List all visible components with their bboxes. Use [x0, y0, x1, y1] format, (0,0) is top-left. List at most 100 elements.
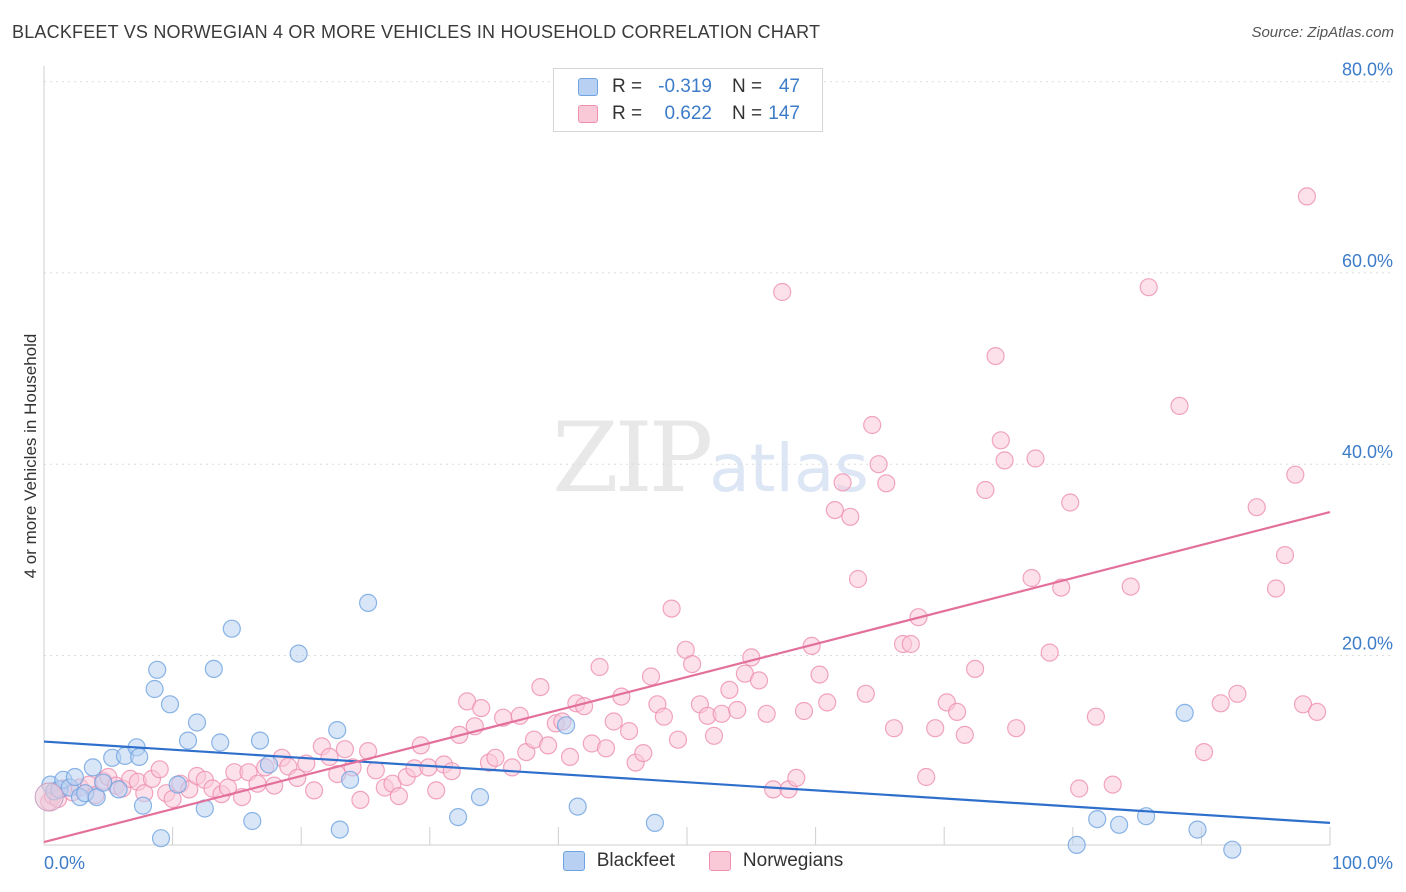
point-norwegians: [1307, 702, 1327, 722]
point-norwegians: [1211, 694, 1230, 713]
point-norwegians: [320, 747, 339, 767]
point-norwegians: [538, 736, 558, 755]
point-blackfeet: [449, 807, 468, 827]
legend-r-value: -0.319: [658, 76, 712, 97]
point-norwegians: [442, 762, 461, 781]
point-norwegians: [1052, 578, 1071, 597]
point-norwegians: [757, 704, 776, 723]
point-norwegians: [825, 501, 845, 520]
point-norwegians: [917, 767, 936, 787]
point-norwegians: [926, 719, 945, 738]
point-norwegians: [419, 758, 438, 777]
point-blackfeet: [168, 775, 187, 794]
point-blackfeet: [187, 713, 207, 732]
point-blackfeet: [109, 780, 128, 799]
point-norwegians: [965, 659, 985, 679]
point-blackfeet: [328, 720, 347, 740]
point-norwegians: [1139, 278, 1158, 297]
point-norwegians: [662, 599, 681, 618]
point-norwegians: [531, 677, 550, 697]
point-norwegians: [668, 730, 688, 749]
point-norwegians: [560, 747, 580, 767]
legend-n-value: 147: [768, 103, 800, 124]
point-blackfeet: [330, 820, 349, 839]
point-blackfeet: [65, 767, 85, 787]
point-blackfeet: [160, 695, 180, 714]
point-blackfeet: [470, 787, 490, 807]
watermark-zip: ZIP: [552, 402, 713, 514]
point-norwegians: [1194, 742, 1214, 762]
point-norwegians: [641, 667, 661, 686]
point-norwegians: [1266, 579, 1286, 598]
point-norwegians: [787, 768, 806, 788]
trend-lines: [43, 510, 1331, 844]
point-norwegians: [351, 790, 370, 810]
point-blackfeet: [148, 660, 167, 679]
tick-labels: 20.0% 40.0% 60.0% 80.0% 0.0% 100.0%: [44, 60, 1393, 873]
y-tick-label: 80.0%: [1342, 60, 1393, 80]
point-norwegians: [1293, 695, 1313, 714]
point-blackfeet: [250, 731, 270, 750]
point-blackfeet: [130, 747, 149, 767]
point-norwegians: [1022, 568, 1041, 588]
legend-swatch-blackfeet: [578, 78, 598, 96]
point-blackfeet: [204, 659, 223, 679]
point-blackfeet: [145, 679, 164, 699]
point-norwegians: [841, 507, 860, 526]
legend-item-blackfeet: Blackfeet: [562, 850, 675, 872]
point-norwegians: [654, 707, 674, 726]
point-norwegians: [991, 431, 1010, 450]
legend-row-blackfeet: R = -0.319 N = 47: [578, 75, 800, 99]
data-points: [34, 187, 1327, 859]
point-norwegians: [427, 781, 446, 800]
grid-lines: [44, 81, 1392, 656]
y-axis-title: 4 or more Vehicles in Household: [21, 334, 40, 579]
point-norwegians: [472, 698, 491, 718]
point-norwegians: [1121, 577, 1140, 596]
point-norwegians: [389, 786, 408, 806]
y-tick-label: 20.0%: [1342, 634, 1393, 654]
point-norwegians: [976, 480, 995, 500]
point-cluster: [34, 782, 64, 812]
point-norwegians: [305, 781, 324, 800]
point-norwegians: [612, 687, 631, 706]
point-norwegians: [947, 702, 967, 722]
legend-swatch-blackfeet: [562, 851, 585, 871]
legend-swatch-norwegians: [708, 851, 731, 871]
point-norwegians: [742, 648, 761, 667]
point-norwegians: [856, 684, 875, 703]
legend-n-label: N =: [732, 103, 763, 124]
point-blackfeet: [211, 733, 230, 752]
legend-swatch-norwegians: [578, 105, 598, 123]
point-norwegians: [749, 671, 769, 690]
point-norwegians: [1275, 545, 1295, 565]
point-blackfeet: [556, 716, 576, 735]
series-legend: Blackfeet Norwegians: [0, 850, 1406, 872]
point-blackfeet: [1175, 703, 1194, 723]
point-norwegians: [1026, 449, 1045, 468]
point-blackfeet: [1223, 840, 1242, 859]
legend-r-label: R =: [612, 76, 643, 97]
point-norwegians: [764, 780, 783, 799]
point-blackfeet: [289, 644, 308, 663]
legend-n-label: N =: [732, 76, 763, 97]
point-blackfeet: [359, 593, 378, 613]
point-blackfeet: [259, 755, 279, 774]
point-blackfeet: [178, 731, 198, 750]
point-blackfeet: [83, 758, 103, 777]
point-norwegians: [995, 451, 1014, 470]
point-norwegians: [596, 739, 616, 758]
point-blackfeet: [568, 797, 587, 816]
point-norwegians: [877, 474, 896, 493]
watermark-atlas: atlas: [709, 430, 869, 507]
legend-label-norwegians: Norwegians: [742, 850, 844, 871]
point-norwegians: [486, 748, 505, 767]
point-norwegians: [634, 743, 653, 763]
point-norwegians: [955, 725, 974, 745]
point-norwegians: [720, 680, 739, 700]
x-tick-label: 0.0%: [44, 853, 85, 873]
point-norwegians: [818, 693, 837, 712]
watermark: ZIPatlas: [552, 402, 869, 514]
y-tick-label: 40.0%: [1342, 442, 1393, 462]
point-norwegians: [1286, 465, 1305, 484]
